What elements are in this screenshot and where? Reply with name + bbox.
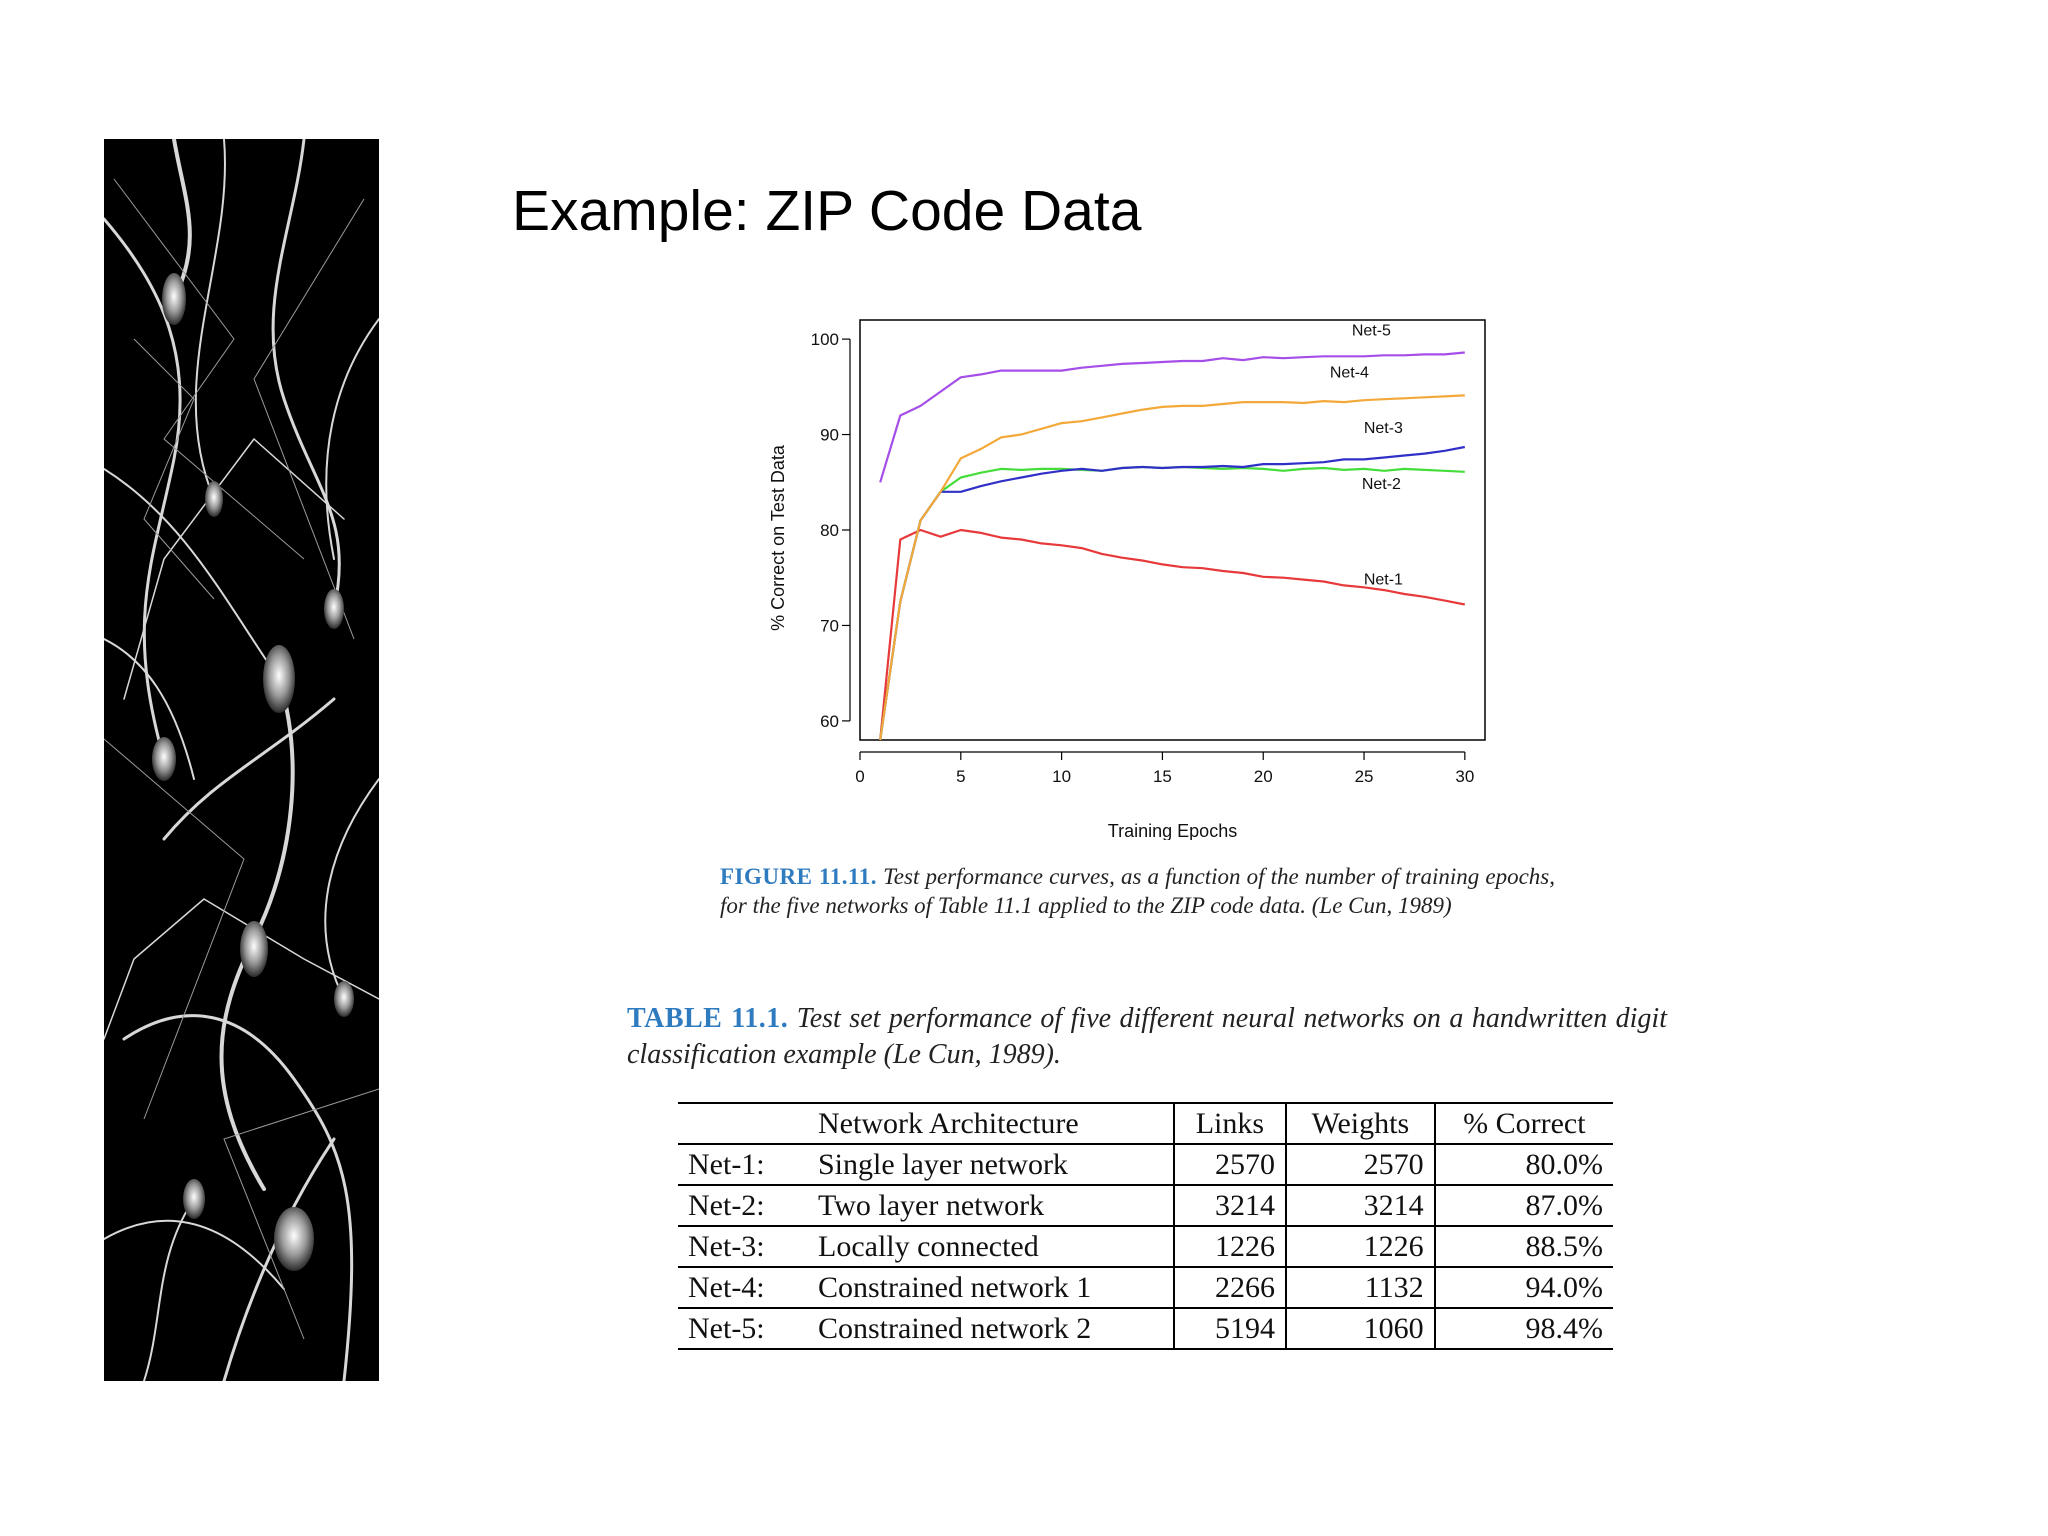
figure-caption-text: Test performance curves, as a function o… bbox=[720, 864, 1555, 918]
table-caption-label: TABLE 11.1. bbox=[627, 1003, 789, 1034]
series-line-net-3 bbox=[879, 445, 1466, 741]
cell-weights: 1226 bbox=[1285, 1226, 1435, 1267]
table-row: Net-5: Constrained network 2 5194 1060 9… bbox=[678, 1308, 1613, 1349]
series-label-net-3: Net-3 bbox=[1364, 420, 1403, 437]
series-line-net-4 bbox=[879, 394, 1465, 741]
x-axis-label: Training Epochs bbox=[1108, 821, 1237, 840]
series-line-net-1 bbox=[879, 528, 1466, 741]
neuron-background-image bbox=[104, 139, 379, 1381]
chart-svg: 0 5 10 15 20 25 30 60 70 80 90 100 Net-1 Net-2 Net-3… bbox=[768, 319, 1486, 841]
series-group bbox=[879, 351, 1466, 741]
y-tick-label: 100 bbox=[811, 330, 839, 349]
series-labels: Net-1 Net-2 Net-3 Net-4 Net-5 bbox=[1330, 322, 1403, 588]
cell-weights: 2570 bbox=[1285, 1144, 1435, 1185]
x-tick-label: 20 bbox=[1254, 767, 1273, 786]
cell-correct: 88.5% bbox=[1433, 1226, 1613, 1267]
cell-architecture: Constrained network 2 bbox=[818, 1311, 1092, 1345]
figure-caption: FIGURE 11.11. Test performance curves, a… bbox=[720, 862, 1555, 920]
cell-weights: 3214 bbox=[1285, 1185, 1435, 1226]
cell-net: Net-3: bbox=[688, 1229, 765, 1263]
header-correct: % Correct bbox=[1433, 1103, 1613, 1144]
cell-links: 1226 bbox=[1172, 1226, 1287, 1267]
cell-correct: 94.0% bbox=[1433, 1267, 1613, 1308]
table-header-row: Network Architecture Links Weights % Cor… bbox=[678, 1103, 1613, 1144]
table-row: Net-4: Constrained network 1 2266 1132 9… bbox=[678, 1267, 1613, 1308]
table-row: Net-1: Single layer network 2570 2570 80… bbox=[678, 1144, 1613, 1185]
cell-architecture: Locally connected bbox=[818, 1229, 1039, 1263]
series-line-net-5 bbox=[879, 351, 1465, 483]
x-tick-label: 10 bbox=[1052, 767, 1071, 786]
table-caption: TABLE 11.1. Test set performance of five… bbox=[627, 1001, 1667, 1073]
figure-caption-label: FIGURE 11.11. bbox=[720, 864, 878, 889]
series-line-net-2 bbox=[879, 465, 1465, 741]
x-tick-label: 0 bbox=[855, 767, 864, 786]
x-axis: 0 5 10 15 20 25 30 bbox=[855, 751, 1474, 786]
neuron-network-illustration bbox=[104, 139, 379, 1381]
y-axis: 60 70 80 90 100 bbox=[811, 330, 851, 731]
cell-architecture: Constrained network 1 bbox=[818, 1270, 1092, 1304]
x-tick-label: 15 bbox=[1153, 767, 1172, 786]
plot-frame bbox=[859, 319, 1486, 741]
table-row: Net-3: Locally connected 1226 1226 88.5% bbox=[678, 1226, 1613, 1267]
header-links: Links bbox=[1172, 1103, 1287, 1144]
performance-chart: 0 5 10 15 20 25 30 60 70 80 90 100 Net-1 Net-2 Net-3… bbox=[760, 300, 1540, 841]
cell-correct: 98.4% bbox=[1433, 1308, 1613, 1349]
y-tick-label: 60 bbox=[820, 712, 839, 731]
cell-links: 2570 bbox=[1172, 1144, 1287, 1185]
cell-links: 3214 bbox=[1172, 1185, 1287, 1226]
series-label-net-2: Net-2 bbox=[1362, 476, 1401, 493]
y-tick-label: 70 bbox=[820, 616, 839, 635]
header-weights: Weights bbox=[1285, 1103, 1435, 1144]
cell-net: Net-5: bbox=[688, 1311, 765, 1345]
cell-weights: 1132 bbox=[1285, 1267, 1435, 1308]
y-axis-label: % Correct on Test Data bbox=[768, 444, 788, 631]
x-tick-label: 25 bbox=[1355, 767, 1374, 786]
results-table: Network Architecture Links Weights % Cor… bbox=[678, 1102, 1613, 1350]
cell-net: Net-2: bbox=[688, 1188, 765, 1222]
series-label-net-1: Net-1 bbox=[1364, 571, 1403, 588]
cell-correct: 87.0% bbox=[1433, 1185, 1613, 1226]
cell-weights: 1060 bbox=[1285, 1308, 1435, 1349]
table-caption-text: Test set performance of five different n… bbox=[627, 1003, 1667, 1070]
x-tick-label: 30 bbox=[1455, 767, 1474, 786]
x-tick-label: 5 bbox=[956, 767, 965, 786]
cell-links: 2266 bbox=[1172, 1267, 1287, 1308]
series-label-net-5: Net-5 bbox=[1352, 322, 1391, 339]
cell-net: Net-1: bbox=[688, 1147, 765, 1181]
slide-title: Example: ZIP Code Data bbox=[512, 179, 1142, 243]
cell-correct: 80.0% bbox=[1433, 1144, 1613, 1185]
table-row: Net-2: Two layer network 3214 3214 87.0% bbox=[678, 1185, 1613, 1226]
cell-net: Net-4: bbox=[688, 1270, 765, 1304]
cell-architecture: Two layer network bbox=[818, 1188, 1045, 1222]
cell-architecture: Single layer network bbox=[818, 1147, 1068, 1181]
cell-links: 5194 bbox=[1172, 1308, 1287, 1349]
header-architecture: Network Architecture bbox=[818, 1106, 1079, 1140]
header-net bbox=[678, 1103, 808, 1144]
y-tick-label: 90 bbox=[820, 426, 839, 445]
series-label-net-4: Net-4 bbox=[1330, 364, 1369, 381]
y-tick-label: 80 bbox=[820, 521, 839, 540]
